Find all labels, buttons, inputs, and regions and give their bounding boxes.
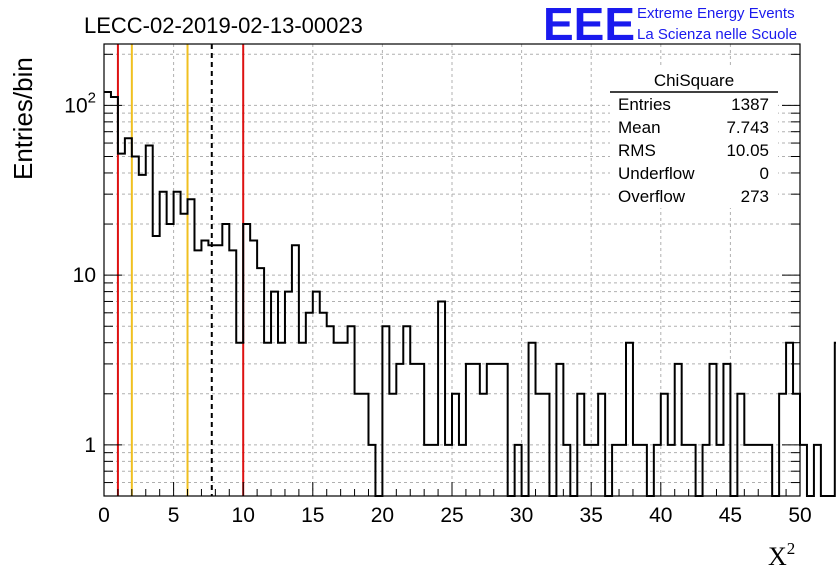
stats-row-value: 10.05	[726, 141, 769, 160]
x-tick-label: 50	[788, 504, 811, 527]
y-tick-label-sup: 2	[88, 89, 96, 106]
y-tick-label-base: 10	[64, 94, 87, 117]
stats-row-value: 7.743	[726, 118, 769, 137]
y-axis-title: Entries/bin	[8, 57, 38, 180]
y-tick-label: 10	[73, 264, 96, 287]
stats-title: ChiSquare	[654, 71, 734, 90]
x-tick-label: 45	[719, 504, 742, 527]
reference-lines	[116, 44, 245, 496]
stats-row-label: Mean	[618, 118, 661, 137]
x-tick-label: 15	[301, 504, 324, 527]
stats-box: ChiSquare Entries 1387 Mean 7.743 RMS 10.05 Un…	[610, 66, 778, 208]
x-axis-title: X2	[768, 539, 795, 571]
x-tick-labels: 0 5 10 15 20 25 30 35 40 45 50	[98, 504, 812, 527]
x-tick-label: 35	[580, 504, 603, 527]
stats-row-label: Entries	[618, 95, 671, 114]
stats-rows: Entries 1387 Mean 7.743 RMS 10.05 Underflow 0 Ov…	[618, 95, 769, 206]
stats-row-label: Underflow	[618, 164, 695, 183]
x-tick-label: 0	[98, 504, 110, 527]
grid-lines	[103, 44, 801, 497]
stats-box-background	[610, 66, 778, 208]
chart-title: LECC-02-2019-02-13-00023	[84, 13, 363, 38]
y-tick-label: 102	[64, 89, 96, 117]
stats-row-value: 1387	[731, 95, 769, 114]
stats-row-value: 0	[760, 164, 769, 183]
logo-line-1: Extreme Energy Events	[637, 5, 795, 22]
stats-row-label: RMS	[618, 141, 656, 160]
stats-row-value: 273	[741, 187, 769, 206]
logo-mark: EEE	[543, 0, 635, 50]
x-tick-label: 20	[371, 504, 394, 527]
x-tick-label: 40	[649, 504, 672, 527]
stats-row-label: Overflow	[618, 187, 686, 206]
x-tick-label: 30	[510, 504, 533, 527]
x-tick-label: 5	[168, 504, 180, 527]
x-tick-label: 10	[232, 504, 255, 527]
axis-ticks	[103, 53, 801, 497]
x-axis-title-base: X	[768, 542, 787, 571]
eee-logo: EEE Extreme Energy Events La Scienza nel…	[543, 0, 797, 50]
y-tick-label: 1	[84, 434, 96, 457]
x-tick-label: 25	[440, 504, 463, 527]
logo-line-2: La Scienza nelle Scuole	[637, 26, 797, 43]
x-axis-title-sup: 2	[787, 539, 796, 558]
